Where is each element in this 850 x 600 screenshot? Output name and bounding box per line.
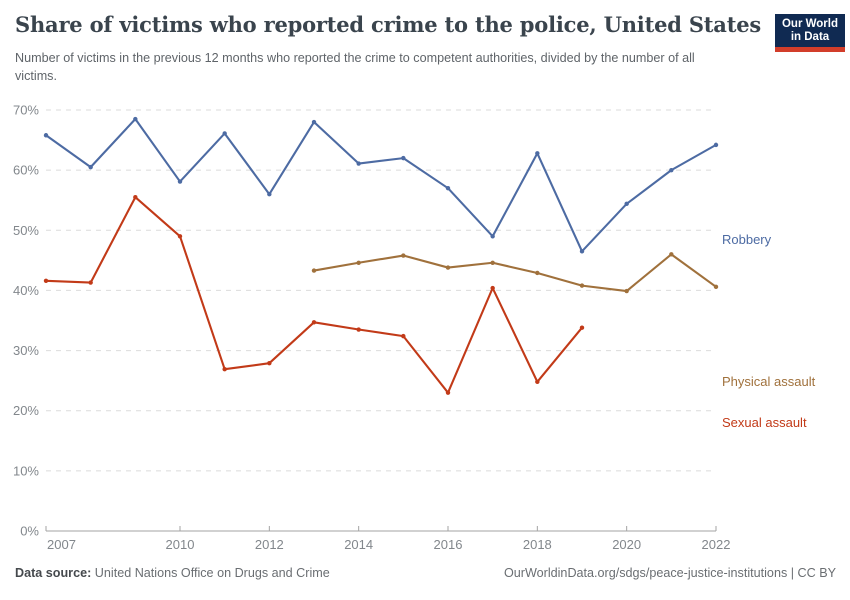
data-point-sexual-assault [401, 333, 406, 339]
data-point-sexual-assault [177, 234, 183, 239]
data-point-robbery [535, 151, 540, 156]
data-point-robbery [177, 179, 183, 184]
x-tick-label: 2022 [702, 537, 731, 552]
data-point-sexual-assault [43, 278, 49, 284]
data-point-sexual-assault [267, 361, 272, 366]
y-tick-label: 70% [13, 103, 39, 118]
data-source: Data source: United Nations Office on Dr… [15, 566, 330, 580]
data-point-robbery [624, 201, 629, 207]
series-label-sexual-assault: Sexual assault [722, 414, 807, 430]
data-source-value: United Nations Office on Drugs and Crime [94, 566, 330, 580]
data-point-sexual-assault [445, 390, 451, 395]
data-point-robbery [311, 119, 317, 125]
line-chart: 0% 10% 20% 30% 40% 50% 60% 70% 2007 2010 2012 2014 2… [13, 103, 731, 553]
data-point-physical-assault [535, 270, 540, 276]
y-tick-label: 50% [13, 223, 39, 238]
data-point-physical-assault [713, 284, 719, 290]
data-point-robbery [401, 155, 406, 161]
chart-subtitle: Number of victims in the previous 12 mon… [15, 51, 695, 83]
data-point-physical-assault [669, 252, 674, 257]
x-tick-label: 2014 [344, 537, 373, 552]
owid-logo-accent-strip [775, 47, 845, 52]
y-tick-label: 30% [13, 343, 39, 358]
data-point-robbery [713, 142, 719, 148]
series-line-robbery [44, 117, 718, 253]
page-title: Share of victims who reported crime to t… [15, 12, 761, 37]
data-point-physical-assault [624, 288, 629, 294]
data-source-label: Data source: [15, 566, 92, 580]
data-point-sexual-assault [535, 379, 540, 385]
data-point-sexual-assault [311, 320, 317, 325]
series-line-sexual-assault [44, 196, 584, 394]
data-point-physical-assault [445, 265, 451, 270]
x-tick-label: 2007 [47, 537, 76, 552]
data-point-robbery [490, 234, 495, 239]
owid-logo-line2: in Data [790, 31, 830, 43]
data-point-sexual-assault [222, 367, 227, 372]
data-point-robbery [222, 131, 227, 136]
x-tick-label: 2020 [612, 537, 641, 552]
y-tick-label: 20% [13, 403, 39, 418]
y-tick-label: 40% [13, 283, 39, 298]
series-line-physical-assault [312, 253, 718, 293]
series-label-physical-assault: Physical assault [722, 373, 816, 389]
x-tick-label: 2010 [166, 537, 195, 552]
x-tick-label: 2012 [255, 537, 284, 552]
y-tick-label: 10% [13, 463, 39, 478]
data-point-sexual-assault [579, 325, 585, 330]
data-point-robbery [43, 133, 49, 138]
data-point-physical-assault [579, 283, 585, 288]
data-point-sexual-assault [88, 280, 93, 285]
data-point-robbery [88, 164, 93, 170]
data-point-physical-assault [401, 253, 406, 258]
series-label-robbery: Robbery [722, 231, 772, 247]
y-tick-label: 0% [20, 524, 39, 539]
data-point-robbery [445, 185, 451, 191]
data-point-physical-assault [356, 260, 361, 265]
data-point-sexual-assault [133, 195, 138, 200]
data-point-robbery [356, 161, 361, 166]
x-tick-label: 2018 [523, 537, 552, 552]
data-point-physical-assault [490, 260, 495, 265]
credit-link[interactable]: OurWorldinData.org/sdgs/peace-justice-in… [503, 566, 836, 580]
data-point-robbery [267, 192, 272, 197]
owid-logo-box: Our World in Data [775, 14, 845, 47]
data-point-sexual-assault [356, 327, 361, 332]
data-point-robbery [669, 167, 674, 173]
owid-logo[interactable]: Our World in Data [775, 14, 845, 52]
y-tick-label: 60% [13, 163, 39, 178]
x-tick-label: 2016 [434, 537, 463, 552]
data-point-physical-assault [311, 268, 317, 273]
data-point-sexual-assault [490, 285, 495, 291]
data-point-robbery [579, 249, 585, 254]
chart-footer: Data source: United Nations Office on Dr… [15, 566, 836, 580]
data-point-robbery [133, 116, 138, 122]
owid-logo-line1: Our World [781, 18, 838, 30]
